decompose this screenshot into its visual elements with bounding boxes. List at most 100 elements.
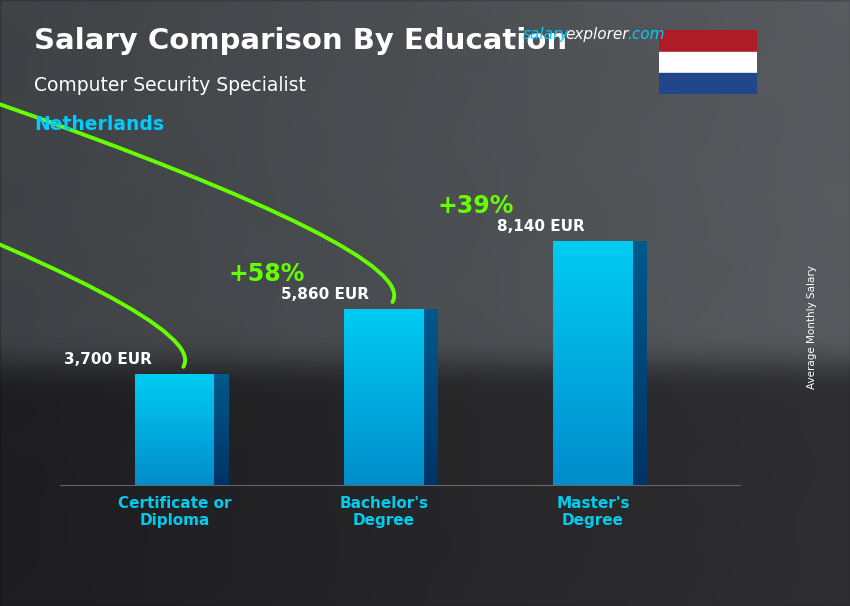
Bar [632, 241, 648, 245]
Bar [344, 388, 423, 391]
Bar [632, 444, 648, 448]
Bar [214, 472, 229, 474]
Bar [553, 261, 632, 265]
Bar [344, 335, 423, 338]
Bar [423, 467, 439, 470]
Bar [214, 402, 229, 404]
Bar [344, 382, 423, 385]
Bar [344, 321, 423, 324]
Bar [344, 309, 423, 312]
Bar [553, 362, 632, 367]
Bar [632, 395, 648, 399]
Bar [135, 478, 214, 479]
Bar [632, 322, 648, 326]
Bar [553, 285, 632, 290]
Bar [344, 447, 423, 450]
Bar [423, 379, 439, 382]
Bar [135, 433, 214, 435]
Bar [553, 326, 632, 330]
Bar [423, 344, 439, 347]
Bar [553, 322, 632, 326]
Bar [135, 474, 214, 476]
Bar [344, 312, 423, 315]
Bar [135, 466, 214, 468]
Bar [214, 390, 229, 392]
Text: +39%: +39% [438, 194, 514, 218]
Bar [553, 383, 632, 387]
Bar [553, 387, 632, 391]
Bar [632, 461, 648, 464]
Bar [553, 407, 632, 411]
Bar [553, 436, 632, 440]
Bar [135, 400, 214, 402]
Bar [135, 418, 214, 420]
Bar [632, 248, 648, 253]
Bar [135, 455, 214, 457]
Bar [135, 404, 214, 405]
Bar [632, 456, 648, 461]
Bar [344, 368, 423, 370]
Bar [632, 261, 648, 265]
Bar [553, 428, 632, 432]
Bar [344, 423, 423, 426]
Bar [553, 248, 632, 253]
Bar [553, 473, 632, 477]
Bar [135, 479, 214, 481]
Bar [553, 375, 632, 379]
Bar [553, 477, 632, 481]
Bar [553, 347, 632, 350]
Bar [423, 411, 439, 415]
Bar [214, 378, 229, 379]
Bar [423, 312, 439, 315]
Bar [423, 429, 439, 432]
Bar [344, 397, 423, 400]
Bar [135, 468, 214, 470]
Bar [344, 332, 423, 335]
Bar [553, 395, 632, 399]
Bar [423, 408, 439, 411]
Bar [659, 52, 756, 73]
Bar [553, 342, 632, 347]
Bar [135, 481, 214, 483]
Bar [214, 433, 229, 435]
Bar [214, 451, 229, 453]
Bar [423, 447, 439, 450]
Bar [632, 371, 648, 375]
Bar [214, 404, 229, 405]
Bar [214, 455, 229, 457]
Bar [632, 330, 648, 334]
Bar [135, 425, 214, 427]
Bar [423, 464, 439, 467]
Bar [553, 448, 632, 452]
Text: .com: .com [627, 27, 665, 42]
Bar [632, 399, 648, 404]
Bar [214, 392, 229, 394]
Bar [632, 277, 648, 281]
Bar [632, 326, 648, 330]
Bar [344, 327, 423, 330]
Bar [553, 411, 632, 416]
Bar [214, 405, 229, 407]
Bar [632, 468, 648, 473]
Bar [423, 482, 439, 485]
Bar [214, 476, 229, 478]
Bar [553, 444, 632, 448]
Bar [214, 470, 229, 472]
Bar [553, 481, 632, 485]
Bar [632, 404, 648, 407]
Text: Computer Security Specialist: Computer Security Specialist [34, 76, 306, 95]
Bar [135, 450, 214, 451]
Bar [344, 470, 423, 473]
Text: Salary Comparison By Education: Salary Comparison By Education [34, 27, 567, 55]
Bar [214, 474, 229, 476]
Bar [423, 470, 439, 473]
Bar [344, 365, 423, 368]
Bar [553, 277, 632, 281]
Bar [632, 338, 648, 342]
Bar [135, 435, 214, 437]
Bar [553, 330, 632, 334]
Bar [632, 257, 648, 261]
Bar [214, 446, 229, 448]
Text: explorer: explorer [565, 27, 629, 42]
Bar [344, 330, 423, 332]
